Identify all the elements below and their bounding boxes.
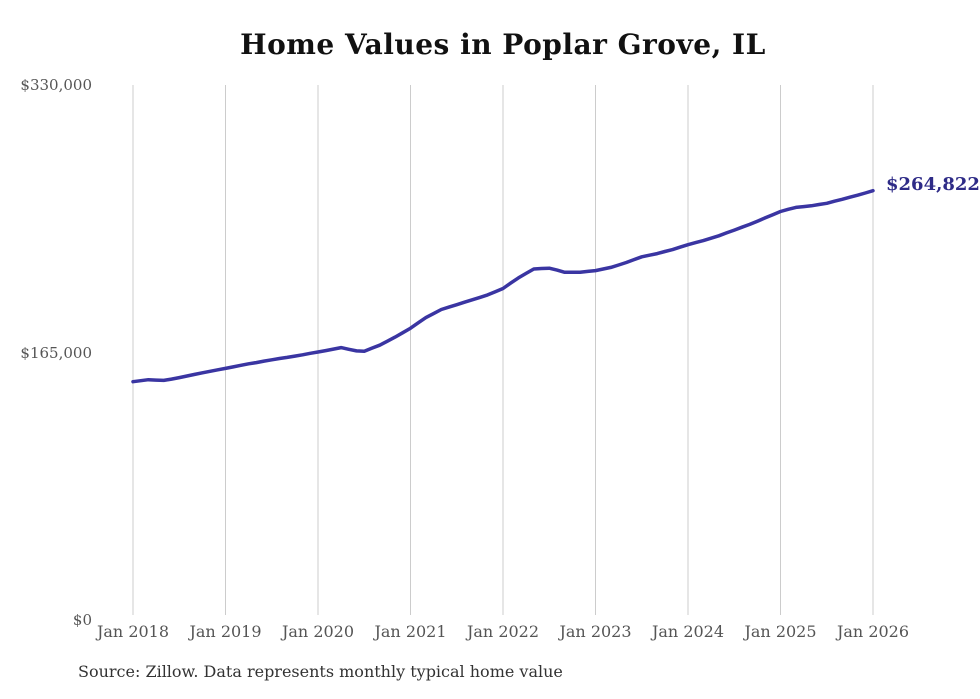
x-axis-label: Jan 2023	[559, 622, 632, 641]
x-axis-label: Jan 2019	[189, 622, 262, 641]
x-axis-label: Jan 2020	[281, 622, 355, 641]
x-axis-label: Jan 2022	[466, 622, 540, 641]
source-note: Source: Zillow. Data represents monthly …	[78, 662, 563, 681]
y-axis-label: $0	[72, 611, 92, 629]
y-axis-label: $330,000	[20, 76, 92, 94]
chart-title: Home Values in Poplar Grove, IL	[240, 28, 766, 61]
y-axis-label: $165,000	[20, 343, 92, 362]
x-axis-label: Jan 2018	[96, 622, 170, 641]
x-axis-label: Jan 2025	[744, 622, 817, 641]
x-axis-label: Jan 2024	[651, 622, 725, 641]
home-value-series-line	[131, 188, 875, 384]
x-axis-label: Jan 2026	[836, 622, 910, 641]
x-axis-label: Jan 2021	[374, 622, 447, 641]
latest-value-label: $264,822	[886, 174, 980, 195]
